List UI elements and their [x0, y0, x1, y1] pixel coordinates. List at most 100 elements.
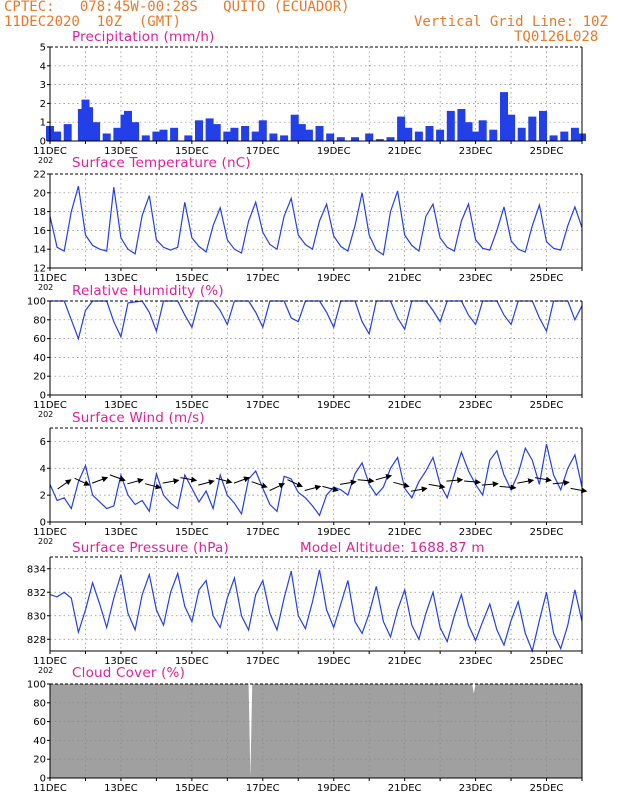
rh-xtick-label: 23DEC — [459, 400, 493, 411]
pressure-xtick-label: 19DEC — [317, 656, 351, 667]
wind-xtick-label: 15DEC — [175, 527, 209, 538]
wind-arrow — [375, 474, 393, 481]
pressure-xtick-label: 17DEC — [246, 656, 280, 667]
precip-bar — [507, 114, 516, 141]
temp-line — [49, 186, 583, 256]
precip-bar — [223, 131, 232, 141]
rh-xtick-label: 19DEC — [317, 400, 351, 411]
wind-xtick-label: 25DEC — [530, 527, 564, 538]
cloud-area — [50, 684, 582, 778]
wind-arrow — [357, 477, 375, 484]
precip-bar — [446, 110, 455, 141]
temp-year-label: 202 — [38, 283, 53, 292]
precip-xtick-label: 11DEC — [33, 146, 67, 157]
temp-xtick-label: 15DEC — [175, 273, 209, 284]
wind-ytick-label: 0 — [40, 518, 46, 529]
wind-arrow — [57, 479, 72, 490]
rh-xtick-label: 13DEC — [104, 400, 138, 411]
precip-ytick-label: 4 — [40, 61, 46, 72]
precip-ytick-label: 1 — [40, 118, 46, 129]
precip-bar — [251, 131, 260, 141]
precip-bar — [570, 127, 579, 141]
precip-bar — [425, 126, 434, 141]
temp-ytick-label: 16 — [33, 226, 46, 237]
precip-bar — [436, 129, 445, 141]
rh-xtick-label: 11DEC — [33, 400, 67, 411]
wind-arrow — [322, 485, 339, 493]
wind-title: Surface Wind (m/s) — [72, 410, 205, 426]
rh-xtick-label: 17DEC — [246, 400, 280, 411]
precip-bar — [241, 126, 250, 141]
pressure-xtick-label: 13DEC — [104, 656, 138, 667]
pressure-ytick-label: 830 — [27, 611, 46, 622]
wind-arrow — [499, 484, 517, 491]
wind-xtick-label: 13DEC — [104, 527, 138, 538]
pressure-ytick-label: 834 — [27, 564, 46, 575]
wind-arrow — [269, 483, 286, 491]
precip-bar — [464, 122, 473, 141]
wind-ytick-label: 6 — [40, 437, 46, 448]
precip-xtick-label: 21DEC — [388, 146, 422, 157]
precip-bar — [478, 120, 487, 141]
wind-arrow — [339, 479, 357, 486]
precip-year-label: 202 — [38, 156, 53, 165]
precip-bar — [102, 133, 111, 141]
precip-bar — [560, 131, 569, 141]
precip-bar — [397, 116, 406, 141]
wind-arrow — [517, 478, 535, 485]
cloud-ytick-label: 20 — [33, 755, 46, 766]
wind-xtick-label: 11DEC — [33, 527, 67, 538]
temp-xtick-label: 17DEC — [246, 273, 280, 284]
header-code: TQ0126L028 — [514, 29, 599, 45]
precip-bar — [315, 126, 324, 141]
pressure-xtick-label: 23DEC — [459, 656, 493, 667]
wind-arrow — [570, 487, 588, 494]
precip-bar — [141, 135, 150, 141]
cloud-xtick-label: 17DEC — [246, 783, 280, 794]
pressure-year-label: 202 — [38, 666, 53, 675]
cloud-ytick-label: 0 — [40, 774, 46, 785]
pressure-xtick-label: 11DEC — [33, 656, 67, 667]
wind-xtick-label: 23DEC — [459, 527, 493, 538]
wind-arrow — [144, 483, 162, 490]
cloud-xtick-label: 13DEC — [104, 783, 138, 794]
temp-ytick-label: 22 — [33, 170, 46, 181]
precip-bar — [290, 114, 299, 141]
wind-arrow — [215, 477, 233, 485]
wind-arrow — [109, 474, 126, 482]
precip-bar — [304, 129, 313, 141]
precip-bar — [92, 122, 101, 141]
precip-xtick-label: 19DEC — [317, 146, 351, 157]
cloud-ytick-label: 80 — [33, 698, 46, 709]
header-location: CPTEC: 078:45W-00:28S QUITO (ECUADOR) — [4, 0, 350, 15]
temp-ytick-label: 14 — [33, 245, 46, 256]
pressure-line — [49, 569, 583, 654]
temp-xtick-label: 23DEC — [459, 273, 493, 284]
wind-arrow — [162, 478, 180, 485]
cloud-xtick-label: 21DEC — [388, 783, 422, 794]
wind-xtick-label: 17DEC — [246, 527, 280, 538]
pressure-ytick-label: 832 — [27, 588, 46, 599]
header-date: 11DEC2020 10Z (GMT) — [4, 14, 182, 30]
temp-xtick-label: 19DEC — [317, 273, 351, 284]
rh-ytick-label: 60 — [33, 334, 46, 345]
precip-bar — [404, 127, 413, 141]
wind-arrow — [91, 476, 109, 484]
precip-bar — [414, 131, 423, 141]
rh-ytick-label: 80 — [33, 315, 46, 326]
pressure-ytick-label: 828 — [27, 635, 46, 646]
cloud-xtick-label: 11DEC — [33, 783, 67, 794]
precip-bar — [85, 107, 93, 141]
model-altitude: Model Altitude: 1688.87 m — [300, 540, 485, 556]
precip-title: Precipitation (mm/h) — [72, 29, 215, 45]
rh-title: Relative Humidity (%) — [72, 283, 224, 299]
wind-year-label: 202 — [38, 537, 53, 546]
precip-bar — [152, 131, 161, 141]
precip-bar — [336, 137, 345, 141]
wind-arrow — [446, 477, 464, 484]
wind-line — [49, 443, 583, 517]
precip-bar — [184, 135, 193, 141]
precip-bar — [297, 124, 306, 141]
pressure-xtick-label: 21DEC — [388, 656, 422, 667]
precip-ytick-label: 5 — [40, 43, 46, 54]
